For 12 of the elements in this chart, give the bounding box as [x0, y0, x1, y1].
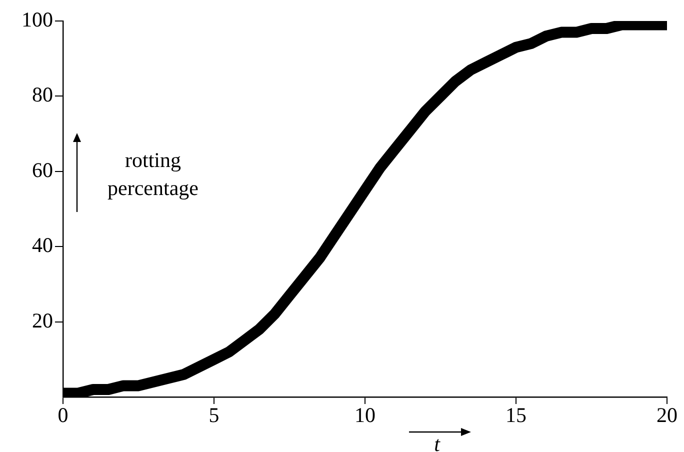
- y-tick-label: 80: [32, 82, 53, 107]
- x-axis-title: t: [434, 432, 442, 452]
- x-tick-label: 20: [656, 403, 678, 428]
- y-tick-label: 60: [32, 158, 53, 182]
- x-tick-label: 10: [354, 403, 376, 428]
- y-tick-label: 20: [32, 308, 53, 332]
- y-axis-title: rotting percentage: [108, 148, 198, 200]
- x-tick-label: 15: [506, 403, 526, 428]
- x-tick-label: 0: [58, 403, 68, 428]
- y-tick-label: 100: [22, 8, 53, 32]
- y-tick-label: 40: [32, 233, 53, 258]
- x-tick-label: 5: [208, 403, 220, 428]
